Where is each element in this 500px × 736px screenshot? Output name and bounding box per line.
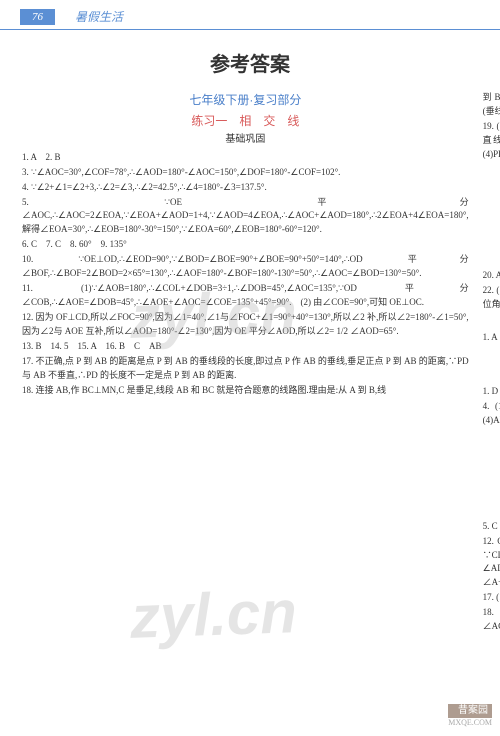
answer-item: 1. A 2. B xyxy=(22,151,469,165)
figure-19: OHPACB 第 19 题答图 xyxy=(483,168,500,263)
answer-item: 1. A 2. D 3. B 4. A 5. C 6. C 7. B xyxy=(483,331,500,345)
right-column: 到 B,线段 AB 最短(两点之间,线段最短),从 B 到 MN,线段 BC 最… xyxy=(483,91,500,635)
main-title: 参考答案 xyxy=(0,48,500,77)
answer-item: 19. (1)如答图所示. (2)如答图所示. (3)线段 PH 的长度是点 P… xyxy=(483,120,500,162)
answer-item: 5. C 6. D 7. D 8. C 9. A 10. D 11. A xyxy=(483,520,500,534)
left-column: 七年级下册·复习部分 练习一 相 交 线 基础巩固 1. A 2. B 3. ∵… xyxy=(22,91,469,635)
answer-item: 17. (1)a b (2)b c xyxy=(483,591,500,605)
badge-text: 昔案园 xyxy=(448,704,492,718)
answer-item: 11. (1)∵∠AOB=180°,∴∠COL+∠DOB=3÷1,∴∠DOB=4… xyxy=(22,282,469,310)
page-header: 76 暑假生活 xyxy=(0,0,500,30)
answer-item: 22. (1)∠1 与∠2 是内错角,∠2 与∠3 是同旁内角.(2)∠4 与∠… xyxy=(483,284,500,312)
page-number: 76 xyxy=(20,9,55,25)
badge-url: MXQE.COM xyxy=(448,718,492,728)
answer-item: 4. (1)如答图所示. (2)如答图所示. (3)如图所示. (4)AB∥CD… xyxy=(483,400,500,428)
content-columns: 七年级下册·复习部分 练习一 相 交 线 基础巩固 1. A 2. B 3. ∵… xyxy=(0,91,500,635)
answer-item: 12. C 13. B 14. ∠1+∠3=180° 15. AB CD AE … xyxy=(483,535,500,591)
book-title: 暑假生活 xyxy=(75,8,123,25)
answer-item: 6. C 7. C 8. 60° 9. 135° xyxy=(22,238,469,252)
corner-badge: 昔案园 MXQE.COM xyxy=(448,704,492,728)
answer-item: 到 B,线段 AB 最短(两点之间,线段最短),从 B 到 MN,线段 BC 最… xyxy=(483,91,500,119)
answer-item: 10. ∵OE⊥OD,∴∠EOD=90°,∵∠BOD=∠BOE=90°+∠BOE… xyxy=(22,253,469,281)
answer-item: 13. B 14. 5 15. A 16. B C AB xyxy=(22,340,469,354)
subsection-title: 中考链接 xyxy=(483,313,500,329)
exercise-title: 练习二 平行线及其判定 xyxy=(483,346,500,365)
exercise-title: 练习一 相 交 线 xyxy=(22,112,469,131)
answer-item: 12. 因为 OF⊥CD,所以∠FOC=90°,因为∠1=40°,∠1与∠FOC… xyxy=(22,311,469,339)
answer-item: 17. 不正确,点 P 到 AB 的距离是点 P 到 AB 的垂线段的长度,即过… xyxy=(22,355,469,383)
answer-item: 3. ∵∠AOC=30°,∠COF=78°,∴∠AOD=180°-∠AOC=15… xyxy=(22,166,469,180)
section-title: 七年级下册·复习部分 xyxy=(22,91,469,110)
figure-4: ABCDEF 第 4 题答图 xyxy=(483,434,500,513)
answer-item: 18. 连接 AB,作 BC⊥MN,C 是垂足,线段 AB 和 BC 就是符合题… xyxy=(22,384,469,398)
subsection-title: 基础巩固 xyxy=(22,132,469,148)
subsection-title: 基础巩固 xyxy=(483,367,500,383)
answer-item: 5. ∵OE 平分∠AOC,∴∠AOC=2∠EOA,∵∠EOA+∠AOD=1+4… xyxy=(22,196,469,238)
answer-item: 1. D 2. D 3. A xyxy=(483,385,500,399)
answer-item: 20. A 21. A xyxy=(483,269,500,283)
answer-item: 18. ∵CE 平分∠ACD,∴∠ACE=∠ECD,∵∠ACE=∠AEC,∴∠A… xyxy=(483,606,500,634)
answer-item: 4. ∵∠2+∠1=∠2+3,∴∠2=∠3,∴∠2=42.5°,∴∠4=180°… xyxy=(22,181,469,195)
